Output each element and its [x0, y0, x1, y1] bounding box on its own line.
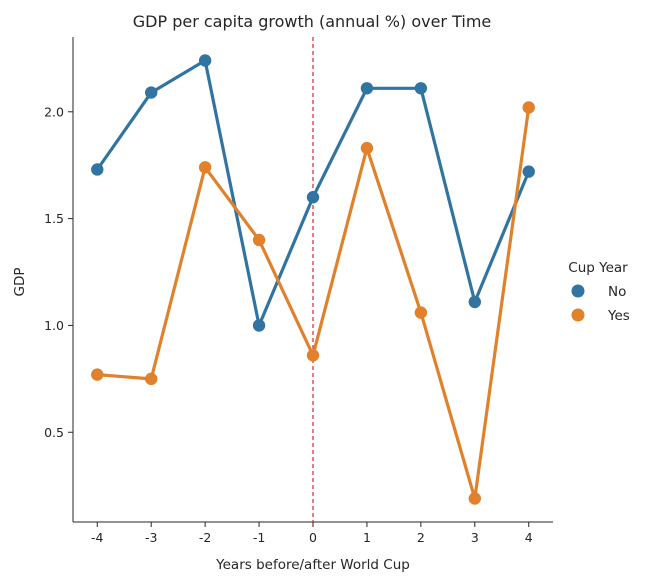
data-point-no: [306, 191, 320, 204]
data-point-yes: [414, 306, 428, 319]
data-point-no: [252, 319, 266, 332]
x-tick-label: -1: [253, 530, 265, 545]
data-point-yes: [360, 141, 374, 155]
data-point-yes: [145, 372, 158, 386]
data-point-yes: [252, 233, 266, 247]
x-tick-label: -3: [145, 530, 157, 545]
x-tick-label: 2: [417, 530, 425, 545]
data-point-no: [522, 165, 535, 178]
data-point-no: [145, 86, 158, 99]
data-point-yes: [91, 368, 104, 381]
x-tick-label: 3: [471, 530, 479, 545]
data-point-yes: [468, 492, 481, 505]
y-tick-label: 2.0: [44, 104, 64, 119]
legend-title: Cup Year: [568, 260, 628, 276]
y-tick-label: 0.5: [44, 425, 64, 440]
legend-label-no: No: [608, 284, 626, 300]
x-tick-label: -2: [199, 530, 211, 545]
x-tick-label: 1: [363, 530, 371, 545]
data-point-no: [414, 82, 428, 95]
data-point-yes: [306, 349, 320, 362]
x-tick-label: 0: [309, 530, 317, 545]
data-point-yes: [522, 101, 535, 114]
data-point-no: [91, 163, 104, 176]
x-axis-label: Years before/after World Cup: [215, 557, 410, 573]
data-point-no: [468, 295, 481, 309]
data-point-no: [360, 82, 374, 95]
plot-area: -4 -3 -2 -1 0 1 2 3 4 0.5 1.0 1.5 2.0: [44, 37, 553, 545]
y-tick-label: 1.5: [44, 211, 64, 226]
data-point-no: [198, 54, 212, 67]
legend-marker-no: [571, 284, 585, 298]
x-tick-label: -4: [91, 530, 104, 545]
y-axis-label: GDP: [12, 268, 28, 297]
chart-title: GDP per capita growth (annual %) over Ti…: [133, 12, 492, 31]
y-tick-label: 1.0: [44, 318, 64, 333]
x-tick-label: 4: [525, 530, 533, 545]
legend-label-yes: Yes: [607, 308, 630, 324]
legend-marker-yes: [571, 308, 585, 322]
legend: Cup Year No Yes: [568, 260, 630, 324]
data-point-yes: [198, 161, 212, 174]
